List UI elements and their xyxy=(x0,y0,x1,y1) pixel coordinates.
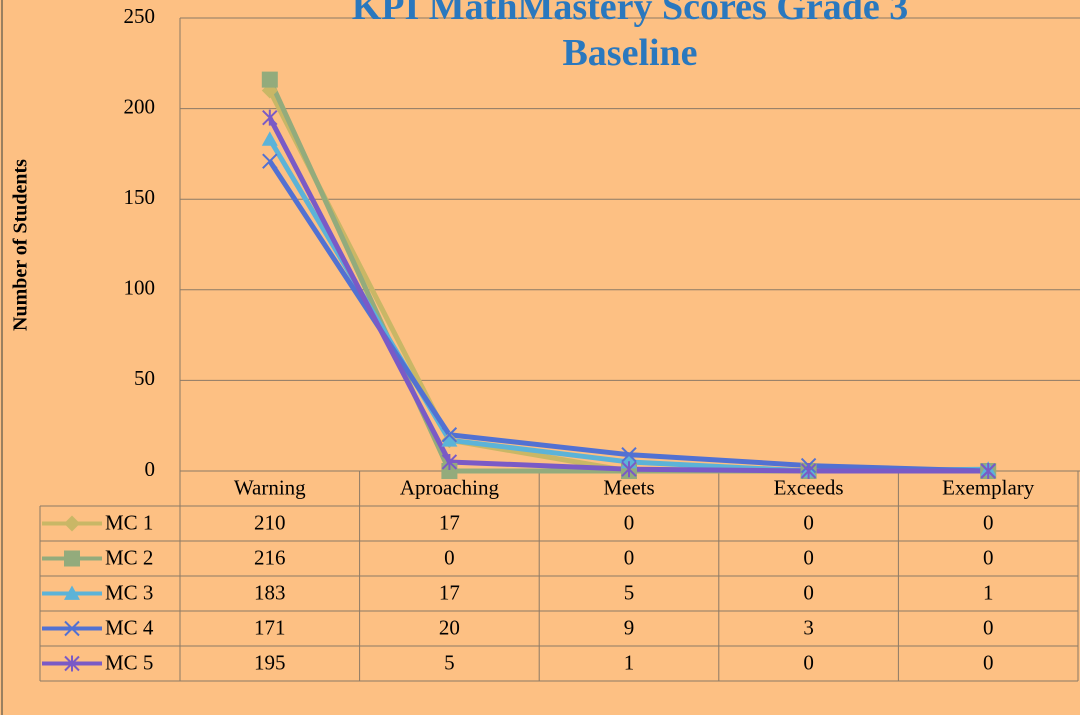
marker-shape xyxy=(621,446,637,463)
x-tick-label: Aproaching xyxy=(400,475,500,499)
table-value: 9 xyxy=(624,615,635,639)
table-value: 0 xyxy=(624,545,635,569)
y-tick-label: 200 xyxy=(124,94,156,118)
x-tick-label: Exemplary xyxy=(942,475,1035,499)
table-value: 0 xyxy=(803,510,814,534)
marker xyxy=(64,655,80,672)
y-tick-label: 150 xyxy=(124,185,156,209)
marker xyxy=(261,131,278,146)
x-tick-label: Warning xyxy=(234,475,306,499)
table-value: 17 xyxy=(439,580,460,604)
table-value: 3 xyxy=(803,615,814,639)
legend-label: MC 5 xyxy=(105,650,153,674)
marker xyxy=(980,463,996,479)
legend-label: MC 3 xyxy=(105,580,153,604)
marker xyxy=(64,620,80,637)
marker xyxy=(800,463,817,479)
marker xyxy=(64,585,80,600)
table-value: 17 xyxy=(439,510,460,534)
legend-label: MC 4 xyxy=(105,615,154,639)
marker-shape xyxy=(621,461,637,478)
marker-shape xyxy=(64,620,80,637)
table-value: 1 xyxy=(624,650,635,674)
marker-shape xyxy=(441,427,458,443)
marker-shape xyxy=(64,550,80,567)
marker-shape xyxy=(261,131,278,146)
table-value: 0 xyxy=(983,545,994,569)
marker-shape xyxy=(800,463,817,479)
chart-title: KPI MathMastery Scores Grade 3 Baseline xyxy=(351,0,909,74)
marker-shape xyxy=(441,453,458,470)
table-value: 0 xyxy=(983,615,994,639)
table-value: 0 xyxy=(803,580,814,604)
marker xyxy=(621,446,637,463)
series-line xyxy=(267,116,989,474)
x-tick-label: Meets xyxy=(603,475,654,499)
table-value: 183 xyxy=(254,580,286,604)
marker xyxy=(261,71,278,88)
legend-label: MC 1 xyxy=(105,510,153,534)
table-value: 0 xyxy=(803,650,814,674)
table-value: 1 xyxy=(983,580,994,604)
table-value: 0 xyxy=(444,545,455,569)
table-value: 20 xyxy=(439,615,460,639)
marker xyxy=(262,153,278,169)
table-value: 5 xyxy=(624,580,635,604)
table-value: 210 xyxy=(254,510,286,534)
table-value: 5 xyxy=(444,650,455,674)
table-value: 0 xyxy=(803,545,814,569)
marker xyxy=(621,461,637,478)
marker-shape xyxy=(64,655,80,672)
x-tick-label: Exceeds xyxy=(774,475,844,499)
y-tick-label: 50 xyxy=(134,366,155,390)
y-tick-label: 0 xyxy=(145,457,156,481)
table-value: 195 xyxy=(254,650,286,674)
table-value: 0 xyxy=(624,510,635,534)
marker-shape xyxy=(441,432,458,447)
table-value: 0 xyxy=(983,650,994,674)
marker xyxy=(64,550,80,567)
table-value: 216 xyxy=(254,545,286,569)
marker-shape xyxy=(64,585,80,600)
marker-shape xyxy=(261,71,278,88)
y-tick-label: 100 xyxy=(124,276,156,300)
marker xyxy=(441,453,458,470)
marker xyxy=(441,432,458,447)
legend-label: MC 2 xyxy=(105,545,153,569)
table-value: 0 xyxy=(983,510,994,534)
marker xyxy=(441,427,458,443)
y-axis-label: Number of Students xyxy=(10,159,32,331)
table-value: 171 xyxy=(254,615,286,639)
marker xyxy=(64,515,80,532)
marker-shape xyxy=(980,463,996,479)
series-line xyxy=(267,78,989,474)
y-tick-label: 250 xyxy=(124,4,156,28)
marker xyxy=(262,109,278,126)
marker-shape xyxy=(64,515,80,532)
series-line xyxy=(267,89,989,474)
marker-shape xyxy=(262,153,278,169)
marker-shape xyxy=(262,109,278,126)
